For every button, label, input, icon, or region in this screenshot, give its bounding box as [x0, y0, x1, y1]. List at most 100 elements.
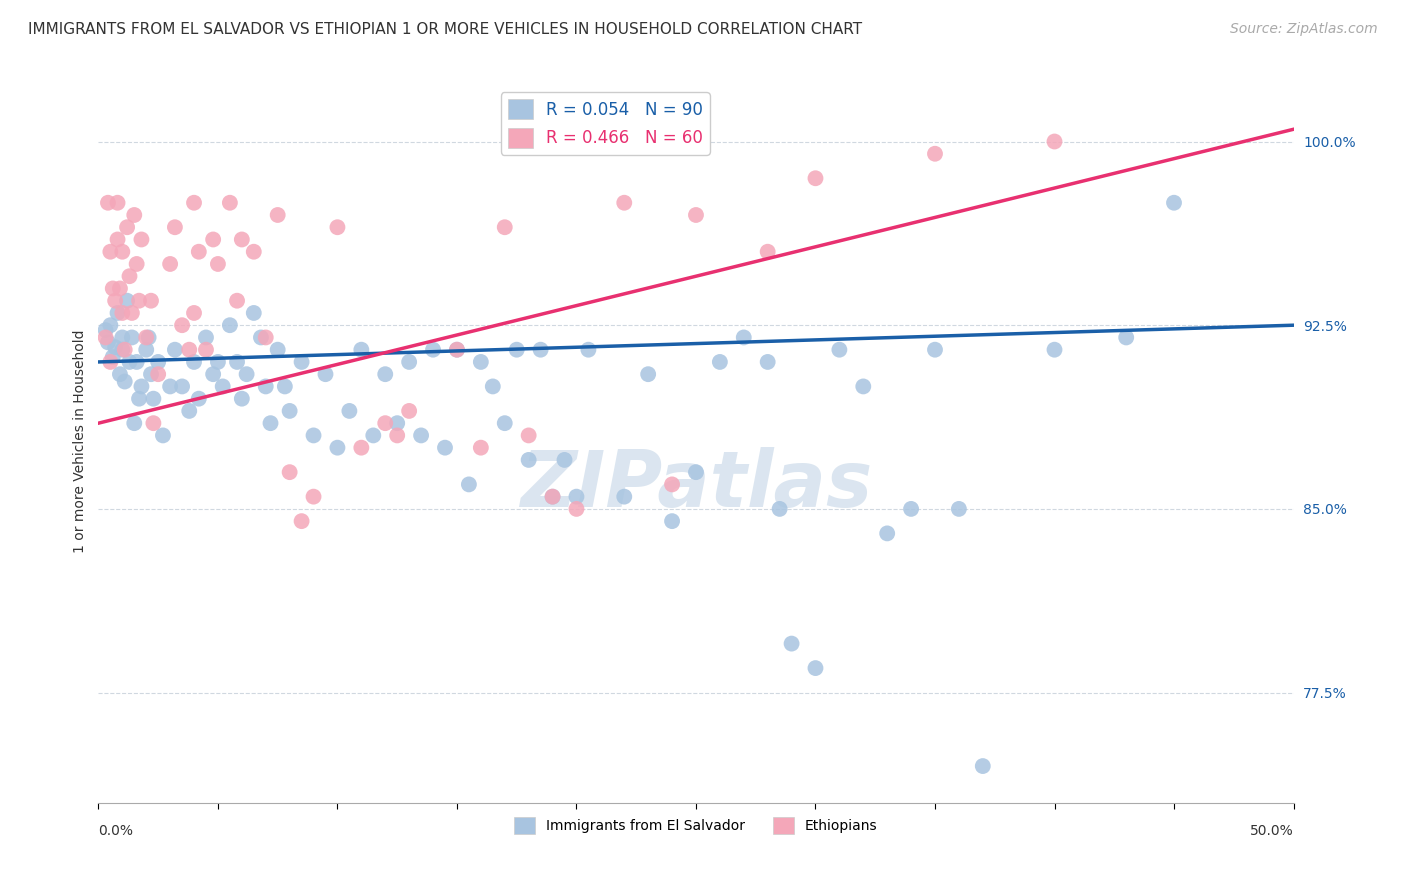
Point [226, 293, 249, 308]
Point [172, 318, 194, 333]
Point [482, 379, 505, 393]
Point [159, 379, 181, 393]
Point [506, 343, 529, 357]
Point [131, 379, 153, 393]
Point [1043, 135, 1066, 149]
Point [139, 293, 162, 308]
Point [111, 244, 134, 259]
Point [114, 343, 136, 357]
Point [207, 257, 229, 271]
Point [685, 465, 707, 479]
Point [565, 502, 588, 516]
Point [219, 195, 242, 210]
Point [125, 257, 148, 271]
Point [128, 392, 150, 406]
Point [125, 355, 148, 369]
Point [709, 355, 731, 369]
Point [804, 661, 827, 675]
Point [163, 343, 186, 357]
Point [187, 392, 209, 406]
Point [637, 367, 659, 381]
Point [207, 355, 229, 369]
Text: 50.0%: 50.0% [1250, 824, 1294, 838]
Point [98, 355, 122, 369]
Point [756, 355, 779, 369]
Point [231, 392, 253, 406]
Point [124, 416, 146, 430]
Point [565, 490, 588, 504]
Point [148, 355, 170, 369]
Point [135, 330, 157, 344]
Point [183, 195, 205, 210]
Point [291, 355, 314, 369]
Point [104, 340, 127, 354]
Point [315, 367, 337, 381]
Point [148, 367, 170, 381]
Point [554, 453, 576, 467]
Point [685, 208, 707, 222]
Point [804, 171, 827, 186]
Point [350, 343, 373, 357]
Point [152, 428, 174, 442]
Point [115, 220, 138, 235]
Point [98, 244, 122, 259]
Point [1043, 343, 1066, 357]
Legend: Immigrants from El Salvador, Ethiopians: Immigrants from El Salvador, Ethiopians [509, 811, 883, 839]
Point [254, 330, 277, 344]
Text: ZIPatlas: ZIPatlas [520, 447, 872, 523]
Point [187, 244, 209, 259]
Point [1163, 195, 1185, 210]
Text: IMMIGRANTS FROM EL SALVADOR VS ETHIOPIAN 1 OR MORE VEHICLES IN HOUSEHOLD CORRELA: IMMIGRANTS FROM EL SALVADOR VS ETHIOPIAN… [28, 22, 862, 37]
Point [108, 367, 131, 381]
Point [924, 343, 946, 357]
Point [231, 232, 253, 246]
Point [121, 330, 143, 344]
Point [111, 306, 134, 320]
Point [434, 441, 457, 455]
Point [780, 637, 803, 651]
Point [900, 502, 922, 516]
Point [613, 195, 636, 210]
Point [94, 323, 117, 337]
Point [259, 416, 281, 430]
Point [243, 306, 266, 320]
Point [326, 220, 349, 235]
Point [183, 306, 205, 320]
Point [267, 343, 290, 357]
Point [411, 428, 433, 442]
Point [118, 355, 141, 369]
Point [374, 367, 396, 381]
Point [97, 335, 120, 350]
Point [138, 330, 160, 344]
Text: 0.0%: 0.0% [98, 824, 134, 838]
Point [924, 146, 946, 161]
Point [339, 404, 361, 418]
Point [541, 490, 564, 504]
Point [235, 367, 257, 381]
Point [363, 428, 385, 442]
Point [374, 416, 396, 430]
Point [470, 441, 492, 455]
Point [94, 330, 117, 344]
Point [470, 355, 492, 369]
Point [398, 355, 420, 369]
Point [948, 502, 970, 516]
Point [494, 220, 516, 235]
Point [756, 244, 779, 259]
Point [172, 379, 194, 393]
Point [179, 404, 201, 418]
Point [458, 477, 481, 491]
Point [267, 208, 290, 222]
Point [385, 416, 409, 430]
Point [578, 343, 600, 357]
Point [326, 441, 349, 455]
Point [972, 759, 994, 773]
Point [517, 428, 540, 442]
Point [541, 490, 564, 504]
Point [291, 514, 314, 528]
Point [302, 490, 325, 504]
Point [250, 330, 273, 344]
Point [530, 343, 553, 357]
Point [733, 330, 755, 344]
Point [183, 355, 205, 369]
